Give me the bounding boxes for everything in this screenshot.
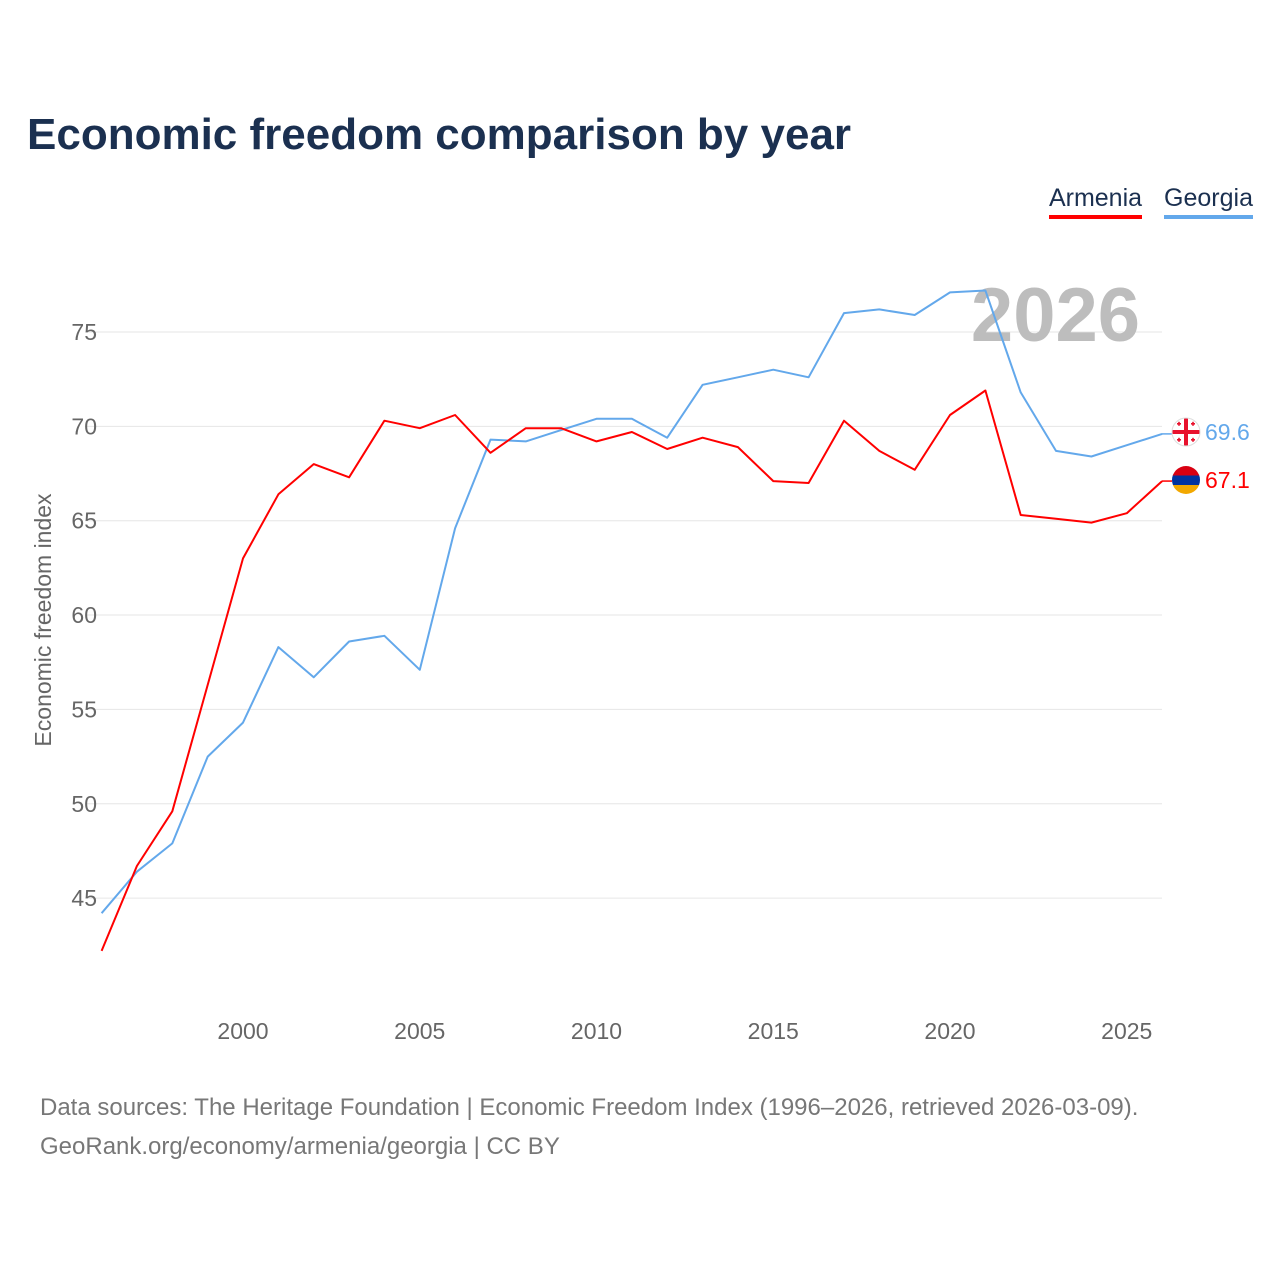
- x-tick-label: 2000: [217, 1018, 268, 1044]
- y-tick-label: 60: [71, 602, 97, 628]
- x-tick-label: 2005: [394, 1018, 445, 1044]
- series-line-armenia: [100, 389, 1163, 952]
- y-tick-label: 70: [71, 413, 97, 439]
- armenia-flag-icon: [1172, 466, 1200, 494]
- x-tick-label: 2020: [924, 1018, 975, 1044]
- georgia-end-label: 69.6: [1205, 419, 1250, 445]
- y-tick-label: 65: [71, 508, 97, 534]
- chart-title: Economic freedom comparison by year: [27, 110, 852, 159]
- y-tick-label: 75: [71, 319, 97, 345]
- footer: Data sources: The Heritage Foundation | …: [40, 1088, 1138, 1166]
- armenia-end-label: 67.1: [1205, 467, 1250, 493]
- series-line-georgia: [100, 289, 1163, 914]
- x-tick-label: 2010: [571, 1018, 622, 1044]
- x-tick-label: 2015: [748, 1018, 799, 1044]
- year-annotation: 2026: [971, 273, 1140, 358]
- legend: Armenia Georgia: [1048, 184, 1253, 219]
- y-axis-label: Economic freedom index: [30, 493, 56, 747]
- y-tick-label: 45: [71, 885, 97, 911]
- x-tick-label: 2025: [1101, 1018, 1152, 1044]
- source-note: Data sources: The Heritage Foundation | …: [40, 1094, 1139, 1121]
- legend-georgia[interactable]: Georgia: [1164, 184, 1253, 219]
- legend-armenia[interactable]: Armenia: [1048, 184, 1143, 219]
- y-tick-label: 50: [71, 791, 97, 817]
- georgia-flag-icon: [1171, 417, 1201, 447]
- y-tick-label: 55: [71, 696, 97, 722]
- attribution-link[interactable]: GeoRank.org/economy/armenia/georgia | CC…: [40, 1133, 560, 1160]
